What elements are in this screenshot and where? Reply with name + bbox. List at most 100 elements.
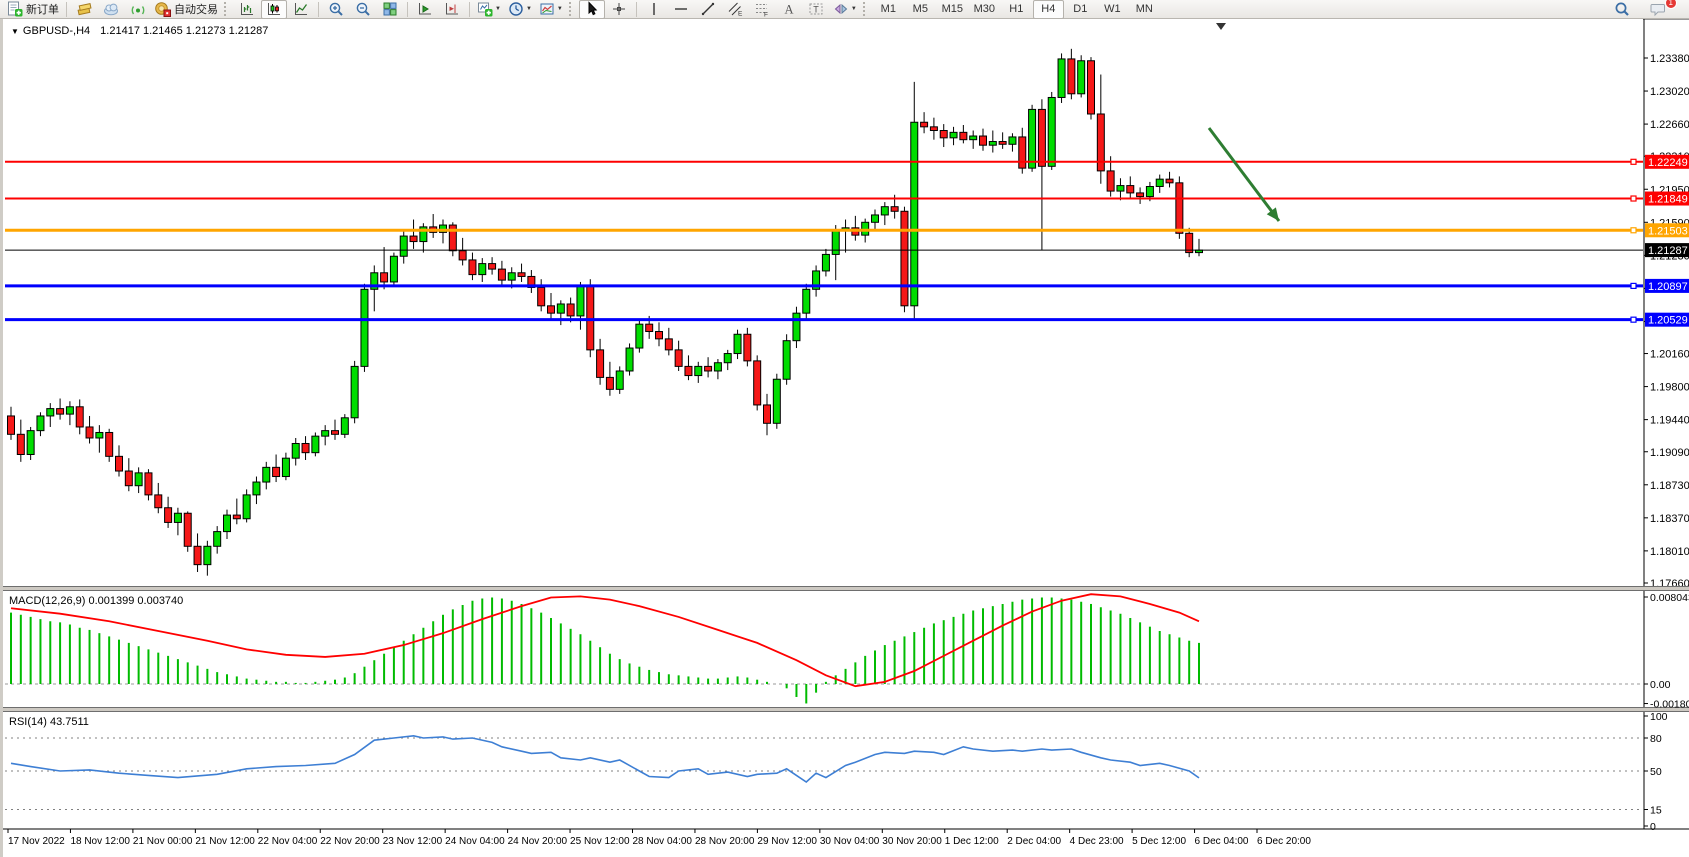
collapse-triangle-icon[interactable]: ▼ xyxy=(11,27,19,36)
tf-m5-label: M5 xyxy=(912,3,928,15)
chart-shift-marker[interactable] xyxy=(1216,23,1226,30)
market-watch-button[interactable] xyxy=(71,0,97,19)
bear-candle xyxy=(527,275,536,288)
price-tick-label: 1.23380 xyxy=(1650,53,1689,65)
bear-candle xyxy=(124,470,133,487)
tile-windows-icon xyxy=(383,2,397,16)
chart-canvas[interactable]: 1.233801.230201.226601.223101.219501.215… xyxy=(3,19,1689,857)
chart-plot-area[interactable] xyxy=(3,19,1643,586)
line-handle[interactable] xyxy=(1630,282,1637,289)
bull-candle xyxy=(389,255,398,283)
cursor-button[interactable] xyxy=(578,0,605,19)
tf-m1[interactable]: M1 xyxy=(873,0,904,19)
tile-windows-button[interactable] xyxy=(377,0,403,19)
candle-chart-button[interactable] xyxy=(261,0,287,19)
text-label-icon: T xyxy=(809,3,823,15)
bar-chart-button[interactable] xyxy=(234,0,260,19)
tf-w1[interactable]: W1 xyxy=(1097,0,1128,19)
trendline-button[interactable] xyxy=(695,0,721,19)
bear-candle xyxy=(7,415,15,435)
line-chart-button[interactable] xyxy=(288,0,314,19)
price-tick-label: 1.19440 xyxy=(1650,415,1689,427)
vertical-line-button[interactable] xyxy=(641,0,667,19)
level-line-1.20529[interactable] xyxy=(5,316,1643,323)
rsi-axis: 100 80 50 15 0 xyxy=(1644,711,1668,833)
rsi-axis-label: 100 xyxy=(1650,711,1668,723)
line-handle[interactable] xyxy=(1630,158,1637,165)
bear-candle xyxy=(1018,136,1027,169)
tf-h4[interactable]: H4 xyxy=(1032,0,1064,19)
tf-m30[interactable]: M30 xyxy=(969,0,1000,19)
svg-text:1.21849: 1.21849 xyxy=(1648,194,1688,206)
bull-candle xyxy=(1116,185,1125,192)
tf-m5[interactable]: M5 xyxy=(905,0,936,19)
equidistant-channel-button[interactable]: E xyxy=(722,0,748,19)
bear-candle xyxy=(75,406,84,428)
fibonacci-button[interactable]: F xyxy=(749,0,775,19)
ohlc-values: 1.21417 1.21465 1.21273 1.21287 xyxy=(100,25,269,37)
new-order-button-label: 新订单 xyxy=(26,4,59,16)
pane-separator[interactable] xyxy=(3,586,1689,591)
signals-button[interactable] xyxy=(125,0,151,19)
zoom-out-button[interactable] xyxy=(350,0,376,19)
bull-candle xyxy=(880,206,889,216)
bear-candle xyxy=(763,404,771,424)
chart-shift-button[interactable] xyxy=(439,0,465,19)
tf-m30-label: M30 xyxy=(973,3,996,15)
arrows-button[interactable]: ▼ xyxy=(830,0,860,19)
new-order-button[interactable]: 新订单 xyxy=(4,0,62,19)
time-axis-label: 22 Nov 20:00 xyxy=(320,836,380,847)
autotrade-button[interactable]: 自动交易 xyxy=(152,0,221,19)
level-line-1.22249[interactable] xyxy=(5,158,1643,165)
dropdown-caret-icon[interactable]: ▼ xyxy=(556,6,563,12)
bull-candle xyxy=(812,270,821,290)
line-handle[interactable] xyxy=(1630,227,1637,234)
text-label-button[interactable]: T xyxy=(803,0,829,19)
notifications-button[interactable]: 1 xyxy=(1645,0,1677,19)
new-chart-button[interactable]: ▼ xyxy=(474,0,504,19)
dropdown-caret-icon[interactable]: ▼ xyxy=(495,6,501,12)
tf-h1[interactable]: H1 xyxy=(1001,0,1032,19)
templates-button[interactable]: ▼ xyxy=(536,0,566,19)
bull-candle xyxy=(861,221,870,236)
time-axis[interactable]: 17 Nov 2022 18 Nov 12:00 21 Nov 00:00 21 No… xyxy=(3,828,1689,847)
bull-candle xyxy=(723,353,732,364)
bull-candle xyxy=(1155,178,1164,187)
bear-candle xyxy=(497,268,506,281)
bear-candle xyxy=(331,430,339,435)
terminal-button[interactable] xyxy=(98,0,124,19)
candle-chart-icon xyxy=(268,3,280,15)
zoom-in-button[interactable] xyxy=(323,0,349,19)
tf-m15-label: M15 xyxy=(941,3,964,15)
price-tag-1.22249: 1.22249 xyxy=(1645,154,1689,169)
tf-mn[interactable]: MN xyxy=(1129,0,1160,19)
bear-candle xyxy=(1037,108,1046,167)
bear-candle xyxy=(566,303,575,317)
tf-m15[interactable]: M15 xyxy=(937,0,968,19)
dropdown-caret-icon[interactable]: ▼ xyxy=(525,6,532,12)
dropdown-caret-icon[interactable]: ▼ xyxy=(850,6,857,12)
search-button[interactable] xyxy=(1609,0,1635,19)
text-button[interactable]: A xyxy=(776,0,802,19)
bull-candle xyxy=(370,272,379,290)
line-handle[interactable] xyxy=(1630,316,1637,323)
pane-separator[interactable] xyxy=(3,707,1689,712)
periods-button[interactable]: ▼ xyxy=(505,0,535,19)
bear-candle xyxy=(380,272,389,283)
horizontal-line-button[interactable] xyxy=(668,0,694,19)
tf-d1[interactable]: D1 xyxy=(1065,0,1096,19)
level-line-1.21849[interactable] xyxy=(5,195,1643,202)
bull-candle xyxy=(556,303,565,314)
crosshair-button[interactable] xyxy=(606,0,632,19)
bull-candle xyxy=(733,333,742,355)
level-line-1.20897[interactable] xyxy=(5,282,1643,289)
bull-candle xyxy=(46,408,55,417)
trend-arrow-annotation[interactable] xyxy=(1207,127,1281,222)
line-handle[interactable] xyxy=(1630,195,1637,202)
price-tick-label: 1.18730 xyxy=(1650,480,1689,492)
bear-candle xyxy=(272,466,281,478)
bull-candle xyxy=(802,288,811,314)
level-line-1.21503[interactable] xyxy=(5,227,1643,234)
time-axis-label: 24 Nov 04:00 xyxy=(445,836,505,847)
auto-scroll-button[interactable] xyxy=(412,0,438,19)
